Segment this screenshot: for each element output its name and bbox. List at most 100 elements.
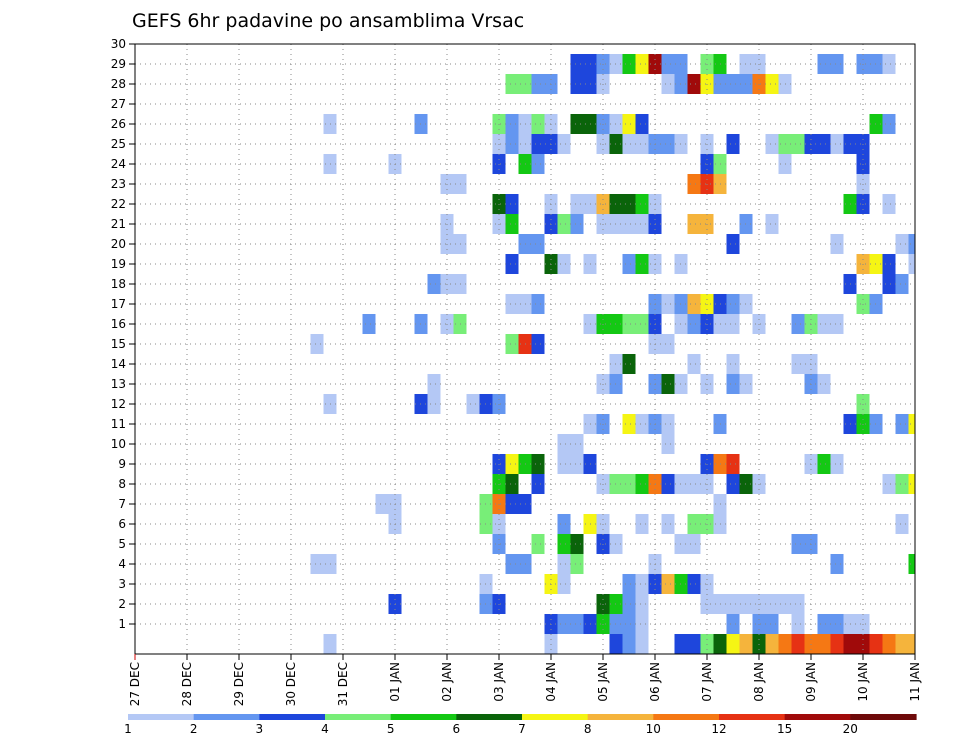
x-tick-label: 05 JAN	[596, 662, 610, 702]
data-cell	[635, 314, 649, 334]
data-cell	[895, 274, 909, 294]
data-cell	[505, 554, 519, 574]
data-cell	[726, 474, 740, 494]
y-tick-label: 22	[111, 197, 126, 211]
data-cell	[869, 634, 883, 654]
data-cell	[635, 114, 649, 134]
colorbar-tick-label: 20	[843, 722, 858, 736]
y-tick-label: 2	[118, 597, 126, 611]
colorbar-swatch	[850, 714, 917, 720]
data-cell	[830, 134, 844, 154]
data-cell	[635, 594, 649, 614]
data-cell	[531, 114, 545, 134]
data-cell	[674, 634, 688, 654]
data-cell	[830, 554, 844, 574]
colorbar-swatch	[587, 714, 654, 720]
data-cell	[375, 494, 389, 514]
y-tick-label: 26	[111, 117, 126, 131]
data-cell	[908, 234, 915, 254]
data-cell	[557, 514, 571, 534]
data-cell	[570, 114, 584, 134]
y-tick-label: 10	[111, 437, 126, 451]
colorbar-tick-label: 15	[777, 722, 792, 736]
y-axis: 1234567891011121314151617181920212223242…	[111, 37, 135, 631]
data-cell	[791, 594, 805, 614]
data-cell	[765, 634, 779, 654]
x-tick-label: 31 DEC	[336, 662, 350, 706]
y-tick-label: 4	[118, 557, 126, 571]
data-cell	[843, 634, 857, 654]
data-cell	[908, 414, 915, 434]
y-tick-label: 11	[111, 417, 126, 431]
data-cell	[713, 634, 727, 654]
data-cell	[661, 334, 675, 354]
data-cell	[622, 414, 636, 434]
data-cell	[882, 54, 896, 74]
data-cell	[531, 74, 545, 94]
data-cell	[895, 634, 909, 654]
data-cell	[791, 534, 805, 554]
data-cell	[557, 254, 571, 274]
data-cell	[427, 374, 441, 394]
y-tick-label: 29	[111, 57, 126, 71]
data-cell	[726, 134, 740, 154]
data-cell	[882, 254, 896, 274]
colorbar-swatch	[128, 714, 195, 720]
data-cell	[557, 434, 571, 454]
data-cell	[661, 134, 675, 154]
data-cell	[791, 354, 805, 374]
colorbar-tick-label: 12	[711, 722, 726, 736]
data-cell	[505, 134, 519, 154]
x-tick-label: 10 JAN	[856, 662, 870, 702]
data-cell	[882, 634, 896, 654]
data-cell	[908, 634, 915, 654]
data-cell	[557, 214, 571, 234]
data-cell	[570, 454, 584, 474]
y-tick-label: 25	[111, 137, 126, 151]
data-cell	[635, 514, 649, 534]
colorbar-tick-label: 6	[452, 722, 460, 736]
y-tick-label: 8	[118, 477, 126, 491]
data-cell	[830, 454, 844, 474]
colorbar-swatch	[259, 714, 326, 720]
data-cell	[622, 354, 636, 374]
data-cell	[505, 474, 519, 494]
chart-title: GEFS 6hr padavine po ansamblima Vrsac	[132, 10, 524, 32]
y-tick-label: 17	[111, 297, 126, 311]
x-tick-label: 08 JAN	[752, 662, 766, 702]
data-cell	[661, 574, 675, 594]
data-cell	[817, 634, 831, 654]
data-cell	[531, 334, 545, 354]
y-tick-label: 1	[118, 617, 126, 631]
data-cell	[570, 534, 584, 554]
data-cell	[505, 334, 519, 354]
data-cell	[635, 614, 649, 634]
data-cell	[726, 594, 740, 614]
data-cell	[557, 454, 571, 474]
data-cell	[622, 594, 636, 614]
colorbar-tick-label: 10	[646, 722, 661, 736]
x-tick-label: 11 JAN	[908, 662, 922, 702]
data-cell	[908, 554, 915, 574]
data-cell	[908, 474, 915, 494]
colorbar-swatch	[456, 714, 523, 720]
colorbar-swatch	[784, 714, 851, 720]
colorbar-tick-label: 2	[190, 722, 198, 736]
data-cell	[830, 234, 844, 254]
data-cell	[635, 574, 649, 594]
ensemble-cells	[310, 54, 915, 654]
y-tick-label: 3	[118, 577, 126, 591]
data-cell	[895, 234, 909, 254]
data-cell	[635, 54, 649, 74]
data-cell	[635, 634, 649, 654]
data-cell	[661, 74, 675, 94]
y-tick-label: 18	[111, 277, 126, 291]
data-cell	[635, 214, 649, 234]
x-tick-label: 28 DEC	[180, 662, 194, 706]
y-tick-label: 9	[118, 457, 126, 471]
data-cell	[505, 294, 519, 314]
data-cell	[817, 454, 831, 474]
grid-lines	[135, 43, 915, 654]
colorbar-tick-label: 7	[518, 722, 526, 736]
